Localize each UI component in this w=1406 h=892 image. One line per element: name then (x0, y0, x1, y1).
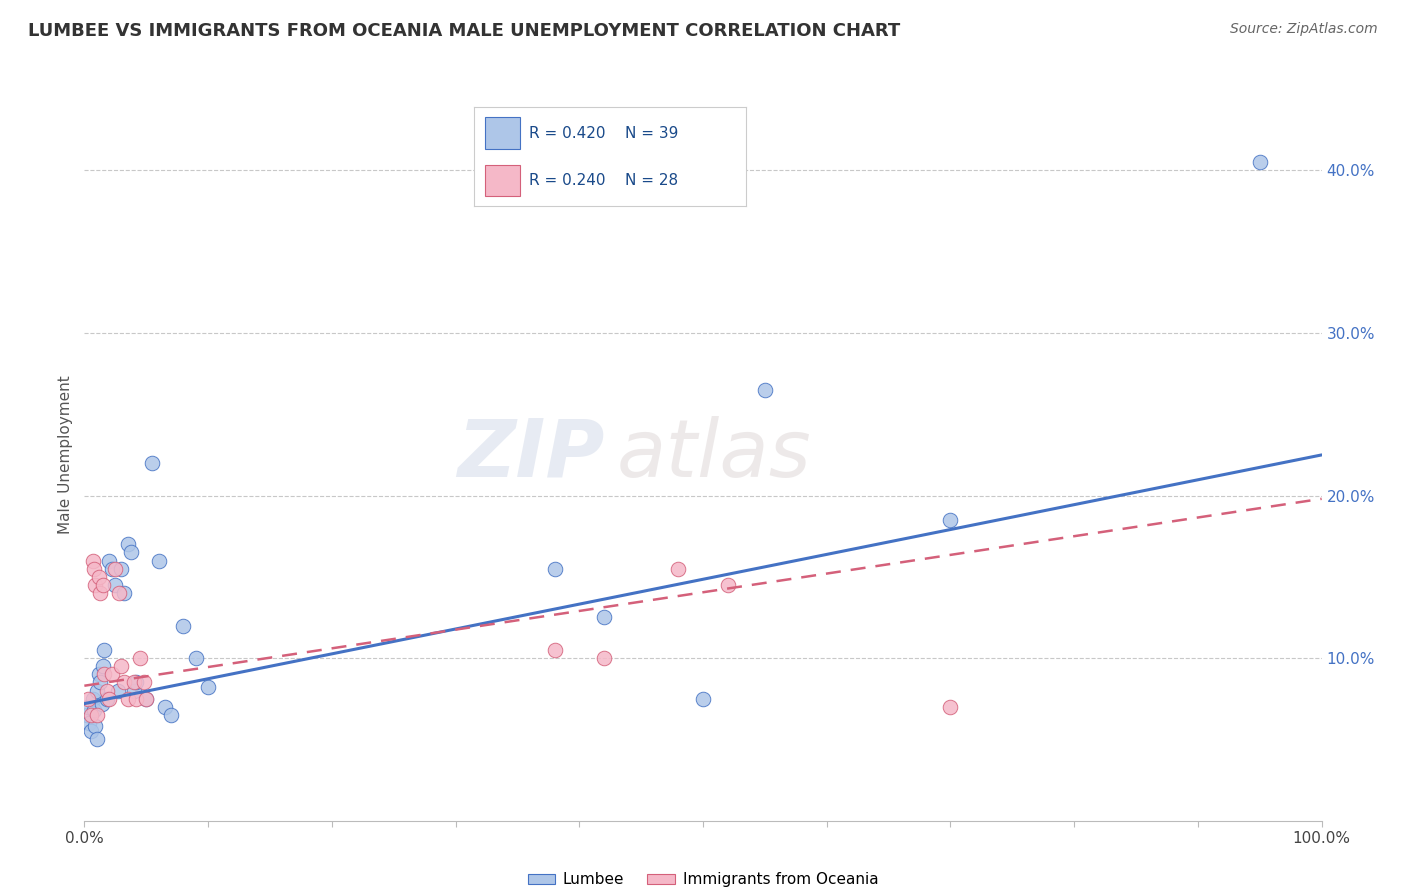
Point (76, 708, 98, 723)
Point (100, 562, 122, 576)
Point (104, 562, 127, 576)
Point (543, 643, 565, 657)
Point (82, 691, 104, 706)
Point (593, 610, 616, 624)
Point (120, 545, 142, 559)
Point (83, 703, 105, 717)
Point (91, 659, 114, 673)
Text: atlas: atlas (616, 416, 811, 494)
Text: Source: ZipAtlas.com: Source: ZipAtlas.com (1230, 22, 1378, 37)
Point (125, 675, 148, 690)
Point (93, 643, 115, 657)
Y-axis label: Male Unemployment: Male Unemployment (58, 376, 73, 534)
Point (98, 553, 121, 567)
Point (692, 691, 714, 706)
Point (83, 562, 105, 576)
Point (110, 659, 132, 673)
Point (107, 683, 129, 698)
Point (939, 513, 962, 527)
Point (117, 691, 139, 706)
Point (135, 691, 157, 706)
Point (132, 675, 155, 690)
Point (77, 699, 100, 714)
Point (160, 708, 183, 723)
Text: LUMBEE VS IMMIGRANTS FROM OCEANIA MALE UNEMPLOYMENT CORRELATION CHART: LUMBEE VS IMMIGRANTS FROM OCEANIA MALE U… (28, 22, 900, 40)
Point (184, 651, 207, 665)
Point (593, 651, 616, 665)
Point (89, 570, 111, 584)
Point (89, 675, 111, 690)
Point (91, 578, 114, 592)
Point (153, 699, 176, 714)
Point (939, 699, 962, 714)
Point (112, 675, 135, 690)
Point (117, 537, 139, 551)
Point (172, 618, 194, 632)
Point (100, 667, 122, 681)
Point (79, 724, 101, 739)
Point (90, 697, 112, 711)
Point (89, 586, 111, 600)
Point (82, 553, 104, 567)
Text: ZIP: ZIP (457, 416, 605, 494)
Point (141, 456, 163, 470)
Point (122, 683, 145, 698)
Point (717, 578, 740, 592)
Point (79, 708, 101, 723)
Point (84, 719, 107, 733)
Point (96, 683, 118, 698)
Point (122, 675, 145, 690)
Point (110, 562, 132, 576)
Point (89, 667, 111, 681)
Legend: Lumbee, Immigrants from Oceania: Lumbee, Immigrants from Oceania (522, 866, 884, 892)
Point (1249, 155, 1271, 169)
Point (77, 691, 100, 706)
Point (86, 732, 108, 747)
Point (96, 691, 118, 706)
Point (129, 651, 152, 665)
Point (84, 578, 107, 592)
Point (754, 383, 776, 397)
Point (135, 691, 157, 706)
Point (148, 553, 170, 567)
Point (86, 708, 108, 723)
Point (98, 691, 121, 706)
Point (666, 562, 689, 576)
Point (79, 716, 101, 731)
Point (104, 578, 127, 592)
Point (112, 586, 135, 600)
Point (197, 681, 219, 695)
Point (108, 586, 131, 600)
Point (93, 667, 115, 681)
Point (125, 691, 148, 706)
Point (86, 683, 108, 698)
Point (543, 562, 565, 576)
